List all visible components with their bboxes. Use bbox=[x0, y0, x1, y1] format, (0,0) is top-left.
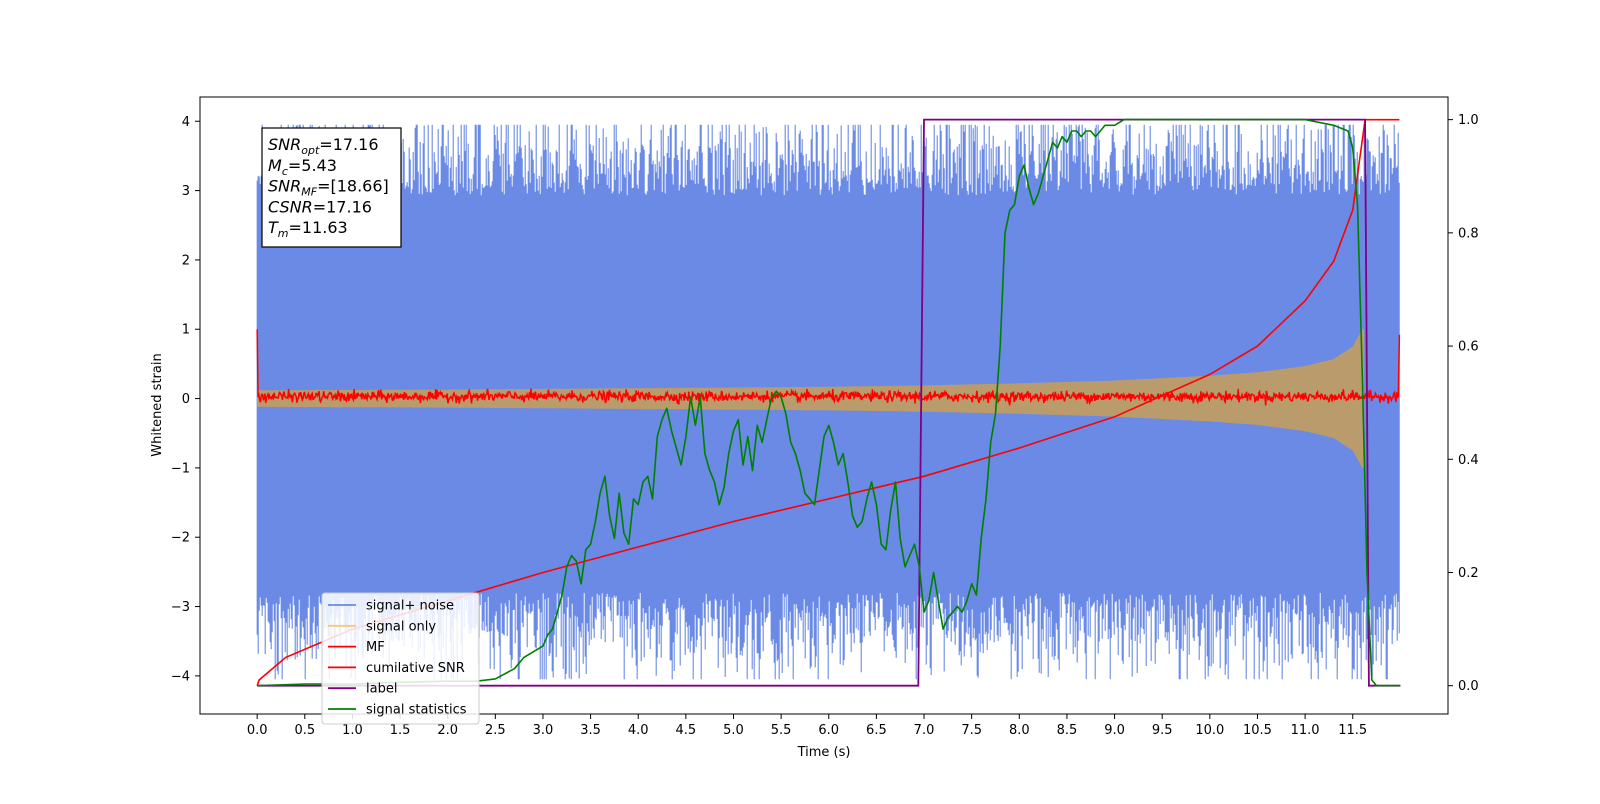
x-tick-label: 10.0 bbox=[1195, 723, 1224, 738]
x-tick-label: 10.5 bbox=[1243, 723, 1272, 738]
x-tick-label: 3.5 bbox=[580, 723, 601, 738]
y2-tick-label: 1.0 bbox=[1458, 113, 1479, 128]
y-tick-label: −2 bbox=[171, 531, 190, 546]
x-tick-label: 5.0 bbox=[723, 723, 744, 738]
legend-label: signal+ noise bbox=[366, 599, 454, 614]
info-line: CSNR=17.16 bbox=[268, 197, 372, 216]
info-line: Tm=11.63 bbox=[268, 218, 348, 240]
x-tick-label: 2.5 bbox=[485, 723, 506, 738]
signal-envelope bbox=[257, 329, 1365, 468]
y-tick-label: 4 bbox=[182, 115, 190, 130]
info-value: =17.16 bbox=[313, 197, 372, 216]
y2-tick-label: 0.8 bbox=[1458, 226, 1479, 241]
info-line: SNRMF=[18.66] bbox=[268, 177, 389, 199]
y2-tick-label: 0.6 bbox=[1458, 340, 1479, 355]
x-axis-title: Time (s) bbox=[797, 745, 851, 760]
y2-tick-label: 0.2 bbox=[1458, 566, 1479, 581]
info-line: Mc=5.43 bbox=[268, 156, 337, 178]
legend-label: MF bbox=[366, 640, 385, 655]
info-symbol: T bbox=[268, 218, 279, 237]
x-tick-label: 5.5 bbox=[771, 723, 792, 738]
x-tick-label: 9.5 bbox=[1152, 723, 1173, 738]
series-mf bbox=[256, 329, 1401, 406]
x-tick-label: 8.5 bbox=[1057, 723, 1078, 738]
y2-tick-label: 0.4 bbox=[1458, 453, 1479, 468]
y-axis-ticks: 4 3 2 1 0 −1 −2 −3 −4 bbox=[171, 115, 200, 684]
y-tick-label: 2 bbox=[182, 253, 190, 268]
info-symbol: CSNR bbox=[268, 197, 313, 216]
legend: signal+ noise signal only MF cumilative SNR… bbox=[321, 592, 480, 725]
y-tick-label: 3 bbox=[182, 184, 190, 199]
info-value: =17.16 bbox=[319, 135, 378, 154]
series-signal-only bbox=[257, 329, 1365, 468]
signal-statistics-line bbox=[257, 118, 1400, 687]
x-tick-label: 9.0 bbox=[1104, 723, 1125, 738]
info-subscript: c bbox=[282, 165, 288, 178]
y-tick-label: −3 bbox=[171, 600, 190, 615]
x-tick-label: 11.5 bbox=[1338, 723, 1367, 738]
x-tick-label: 1.5 bbox=[390, 723, 411, 738]
y-tick-label: 0 bbox=[182, 392, 190, 407]
y-tick-label: 1 bbox=[182, 323, 190, 338]
legend-label: label bbox=[366, 682, 397, 697]
info-line: SNRopt=17.16 bbox=[268, 135, 379, 157]
info-symbol: SNR bbox=[268, 135, 301, 154]
legend-label: cumilative SNR bbox=[366, 661, 465, 676]
x-tick-label: 0.5 bbox=[294, 723, 315, 738]
info-subscript: m bbox=[278, 227, 289, 240]
y-tick-label: −1 bbox=[171, 461, 190, 476]
x-tick-label: 7.5 bbox=[961, 723, 982, 738]
y2-tick-label: 0.0 bbox=[1458, 679, 1479, 694]
info-value: =[18.66] bbox=[317, 177, 389, 196]
x-tick-label: 6.0 bbox=[818, 723, 839, 738]
mf-line bbox=[256, 329, 1401, 406]
info-value: =5.43 bbox=[288, 156, 337, 175]
x-tick-label: 11.0 bbox=[1291, 723, 1320, 738]
x-tick-label: 4.5 bbox=[676, 723, 697, 738]
legend-frame bbox=[321, 592, 480, 725]
info-value: =11.63 bbox=[289, 218, 348, 237]
x-tick-label: 0.0 bbox=[247, 723, 268, 738]
info-subscript: opt bbox=[301, 144, 320, 157]
x-tick-label: 6.5 bbox=[866, 723, 887, 738]
legend-label: signal statistics bbox=[366, 703, 467, 718]
x-tick-label: 4.0 bbox=[628, 723, 649, 738]
x-tick-label: 2.0 bbox=[437, 723, 458, 738]
series-signal-statistics bbox=[257, 118, 1400, 687]
x-tick-label: 7.0 bbox=[914, 723, 935, 738]
info-symbol: SNR bbox=[268, 177, 301, 196]
info-symbol: M bbox=[268, 156, 282, 175]
y-axis-title: Whitened strain bbox=[150, 353, 165, 456]
x-tick-label: 1.0 bbox=[342, 723, 363, 738]
x-tick-label: 3.0 bbox=[533, 723, 554, 738]
x-axis-ticks: 0.0 0.5 1.0 1.5 2.0 2.5 3.0 3.5 4.0 4.5 5.0 5.5 6.0 6… bbox=[247, 714, 1367, 738]
info-subscript: MF bbox=[301, 186, 317, 199]
info-box: SNRopt=17.16Mc=5.43SNRMF=[18.66]CSNR=17.… bbox=[261, 127, 402, 248]
legend-label: signal only bbox=[366, 619, 436, 634]
plot-frame bbox=[199, 96, 1449, 715]
x-tick-label: 8.0 bbox=[1009, 723, 1030, 738]
y2-axis-ticks: 1.0 0.8 0.6 0.4 0.2 0.0 bbox=[1448, 113, 1479, 694]
y-tick-label: −4 bbox=[171, 669, 190, 684]
info-box-frame bbox=[261, 127, 402, 248]
